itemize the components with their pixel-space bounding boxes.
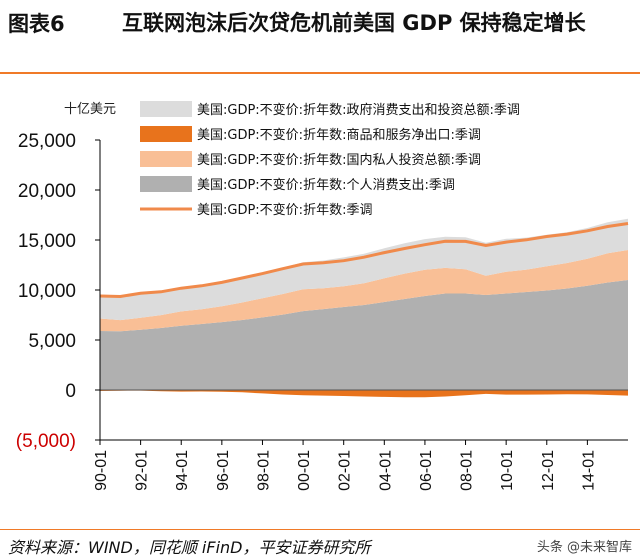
x-tick-label: 02-01 (337, 450, 354, 491)
figure-label: 图表6 (8, 12, 65, 36)
legend-label-net_exports: 美国:GDP:不变价:折年数:商品和服务净出口:季调 (197, 127, 481, 143)
legend-label-gdp_line: 美国:GDP:不变价:折年数:季调 (197, 202, 372, 218)
legend-label-consumption: 美国:GDP:不变价:折年数:个人消费支出:季调 (197, 177, 455, 193)
x-tick-label: 14-01 (580, 450, 597, 491)
title-divider (0, 72, 640, 74)
x-tick-label: 98-01 (255, 450, 272, 491)
y-tick-label: (5,000) (16, 431, 76, 452)
line-gdp (99, 222, 629, 299)
y-axis-unit-label: 十亿美元 (64, 102, 117, 117)
x-tick-label: 92-01 (134, 450, 151, 491)
x-tick-label: 00-01 (296, 450, 313, 491)
legend-label-investment: 美国:GDP:不变价:折年数:国内私人投资总额:季调 (197, 152, 481, 168)
x-tick-label: 06-01 (418, 450, 435, 491)
figure-header: 图表6 互联网泡沫后次贷危机前美国 GDP 保持稳定增长 (0, 0, 640, 74)
legend-swatch-government (140, 101, 192, 117)
x-tick-label: 96-01 (215, 450, 232, 491)
source-divider (0, 529, 640, 530)
gdp-stacked-area-chart: 25,000 20,000 15,000 10,000 5,000 0 (5,000) 90… (16, 101, 629, 491)
legend-label-government: 美国:GDP:不变价:折年数:政府消费支出和投资总额:季调 (197, 102, 520, 118)
x-tick-label: 04-01 (377, 450, 394, 491)
legend-swatch-consumption (140, 176, 192, 192)
area-investment (100, 250, 628, 332)
y-tick-label: 25,000 (18, 131, 76, 152)
area-consumption (100, 280, 628, 390)
legend-swatch-net_exports (140, 126, 192, 142)
area-net_exports (100, 390, 628, 398)
y-tick-label: 10,000 (18, 281, 76, 302)
x-axis: 90-01 92-01 94-01 96-01 98-01 00-01 02-01 04-01… (93, 439, 628, 491)
watermark: 头条 @未来智库 (536, 540, 632, 555)
x-tick-label: 10-01 (499, 450, 516, 491)
y-tick-label: 20,000 (18, 181, 76, 202)
plot-area (99, 218, 629, 398)
legend-swatch-investment (140, 151, 192, 167)
x-tick-label: 12-01 (540, 450, 557, 491)
y-tick-label: 5,000 (28, 331, 76, 352)
source-note: 资料来源：WIND，同花顺 iFinD，平安证券研究所 (8, 538, 371, 557)
x-tick-label: 94-01 (174, 450, 191, 491)
y-tick-label: 15,000 (18, 231, 76, 252)
figure-title: 互联网泡沫后次贷危机前美国 GDP 保持稳定增长 (122, 11, 586, 35)
x-tick-label: 08-01 (459, 450, 476, 491)
legend: 美国:GDP:不变价:折年数:政府消费支出和投资总额:季调美国:GDP:不变价:… (140, 101, 520, 218)
y-tick-label: 0 (65, 381, 76, 402)
x-tick-label: 90-01 (93, 450, 110, 491)
y-axis: 25,000 20,000 15,000 10,000 5,000 0 (5,000) (16, 131, 101, 452)
